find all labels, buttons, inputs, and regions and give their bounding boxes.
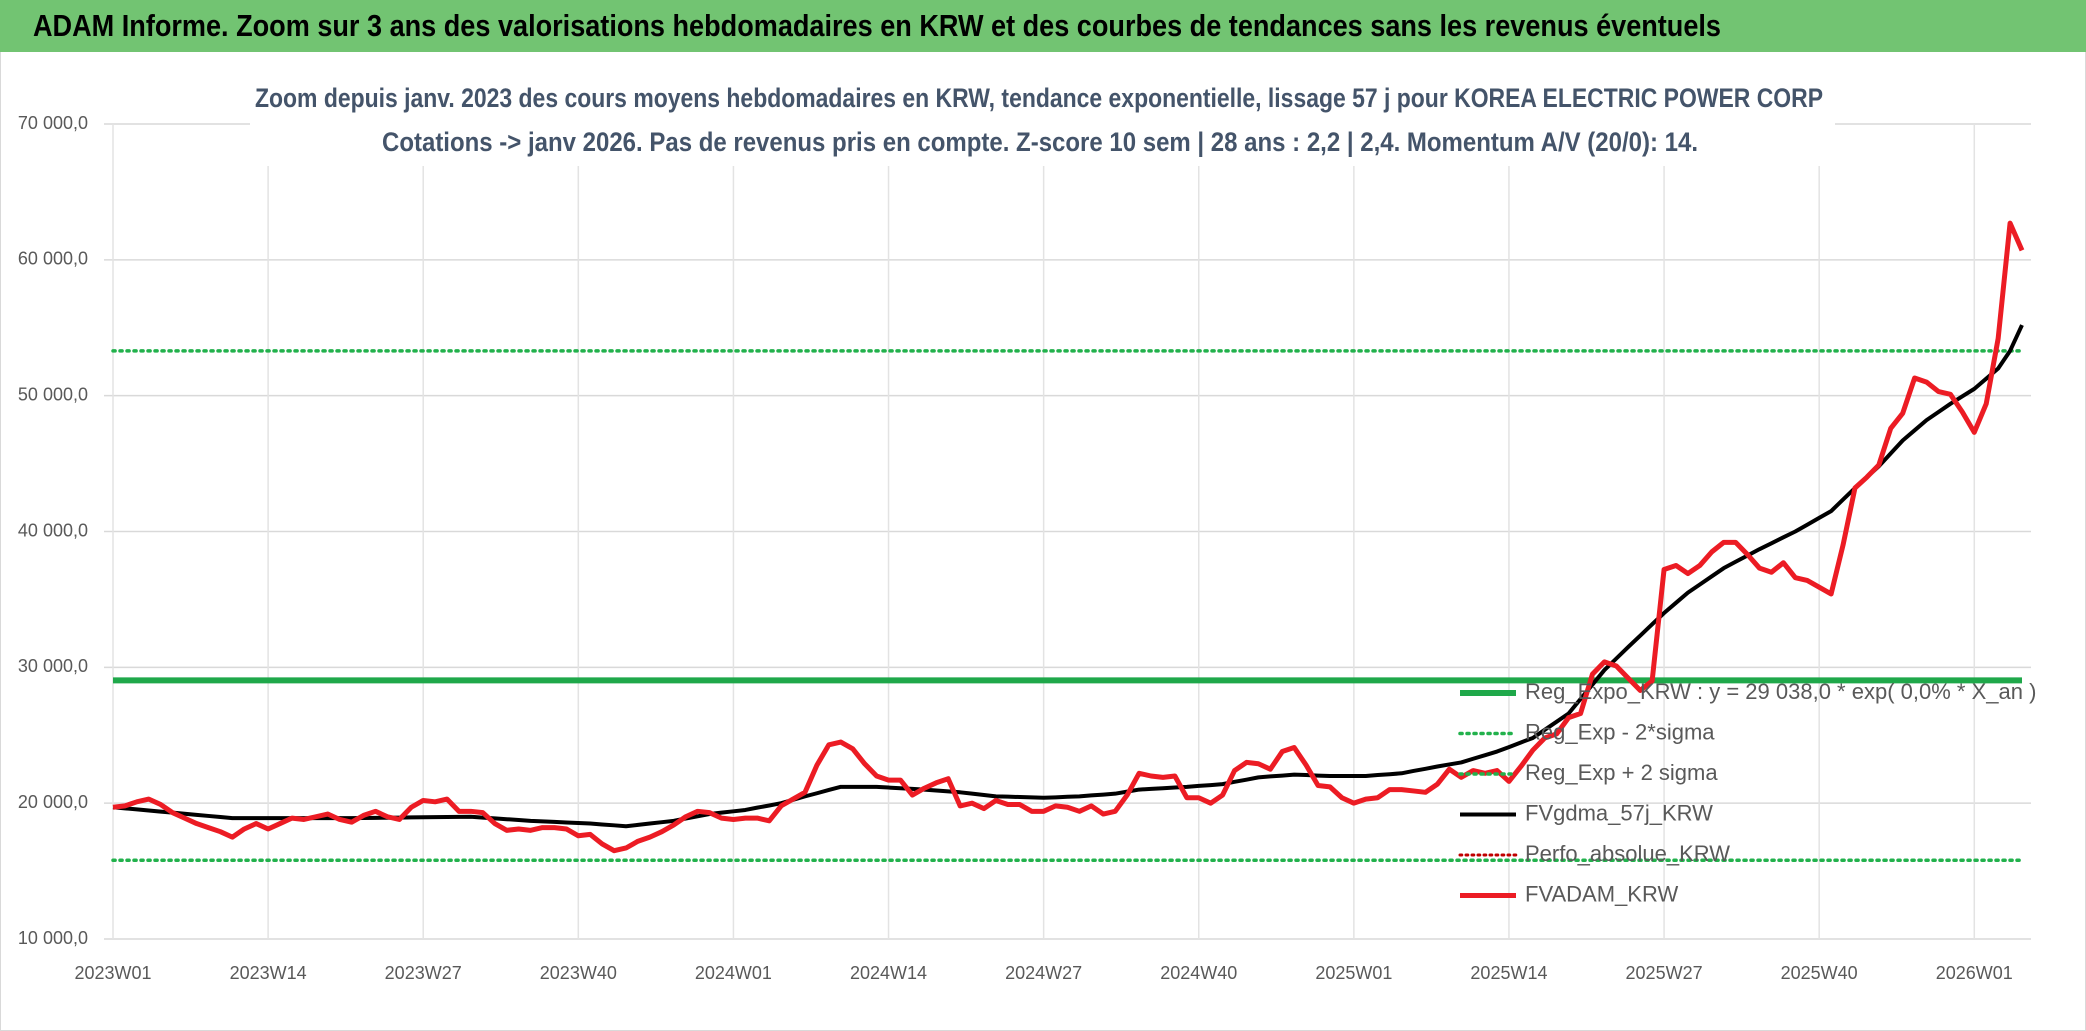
x-tick-label: 2024W14: [850, 963, 927, 983]
x-tick-label: 2025W14: [1470, 963, 1547, 983]
legend-label: Perfo_absolue_KRW: [1525, 841, 1730, 866]
plot-area: [111, 220, 2025, 862]
x-tick-label: 2023W27: [385, 963, 462, 983]
chart-title: Zoom depuis janv. 2023 des cours moyens …: [255, 83, 1823, 113]
title-background: [250, 82, 1835, 166]
x-tick-label: 2024W27: [1005, 963, 1082, 983]
y-tick-label: 30 000,0: [18, 656, 88, 676]
y-tick-label: 60 000,0: [18, 249, 88, 269]
x-tick-label: 2026W01: [1936, 963, 2013, 983]
x-tick-label: 2023W40: [540, 963, 617, 983]
legend: Reg_Expo_KRW : y = 29 038,0 * exp( 0,0% …: [1458, 679, 2036, 906]
header-band: [0, 0, 2086, 52]
legend-label: FVgdma_57j_KRW: [1525, 800, 1713, 825]
x-tick-label: 2024W40: [1160, 963, 1237, 983]
chart-subtitle: Cotations -> janv 2026. Pas de revenus p…: [382, 127, 1698, 157]
y-tick-label: 50 000,0: [18, 384, 88, 404]
y-tick-label: 40 000,0: [18, 520, 88, 540]
y-tick-label: 20 000,0: [18, 792, 88, 812]
y-tick-label: 70 000,0: [18, 113, 88, 133]
x-tick-label: 2023W01: [74, 963, 151, 983]
legend-label: Reg_Exp + 2 sigma: [1525, 760, 1718, 785]
legend-label: Reg_Exp - 2*sigma: [1525, 719, 1715, 744]
series-line: [112, 324, 2024, 829]
x-tick-label: 2025W01: [1315, 963, 1392, 983]
x-tick-label: 2024W01: [695, 963, 772, 983]
legend-label: FVADAM_KRW: [1525, 881, 1678, 906]
series-line: [112, 220, 2025, 854]
x-tick-label: 2025W27: [1626, 963, 1703, 983]
y-tick-label: 10 000,0: [18, 928, 88, 948]
x-tick-label: 2023W14: [230, 963, 307, 983]
legend-label: Reg_Expo_KRW : y = 29 038,0 * exp( 0,0% …: [1525, 679, 2036, 704]
header-title: ADAM Informe. Zoom sur 3 ans des valoris…: [33, 8, 1721, 43]
x-tick-label: 2025W40: [1781, 963, 1858, 983]
